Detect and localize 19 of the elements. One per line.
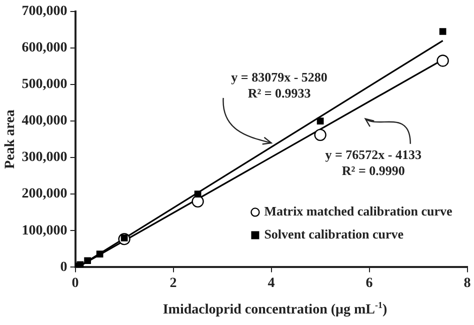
y-tick-label: 0 bbox=[60, 260, 68, 275]
y-tick-label: 600,000 bbox=[22, 40, 68, 56]
legend-label: Matrix matched calibration curve bbox=[264, 204, 453, 219]
x-tick-label: 4 bbox=[268, 276, 275, 292]
legend-label: Solvent calibration curve bbox=[264, 226, 404, 242]
y-tick-label: 200,000 bbox=[22, 186, 68, 202]
x-tick-label: 0 bbox=[72, 276, 79, 292]
y-tick-label: 700,000 bbox=[22, 4, 68, 20]
y-tick-label: 500,000 bbox=[22, 77, 68, 92]
x-tick-label: 6 bbox=[366, 276, 373, 292]
x-tick-label: 8 bbox=[464, 276, 471, 292]
y-axis-title: Peak area bbox=[3, 110, 18, 169]
y-tick-label: 300,000 bbox=[22, 150, 68, 166]
y-tick-label: 400,000 bbox=[22, 114, 68, 129]
x-tick-label: 2 bbox=[170, 276, 177, 292]
y-tick-label: 100,000 bbox=[22, 223, 68, 238]
annotation: y = 76572x - 4133 R² = 0.9990 bbox=[325, 147, 422, 178]
annotation: y = 83079x - 5280 R² = 0.9933 bbox=[231, 69, 328, 100]
x-axis-title: Imidacloprid concentration (μg mL$^{-1}$) bbox=[162, 300, 388, 319]
